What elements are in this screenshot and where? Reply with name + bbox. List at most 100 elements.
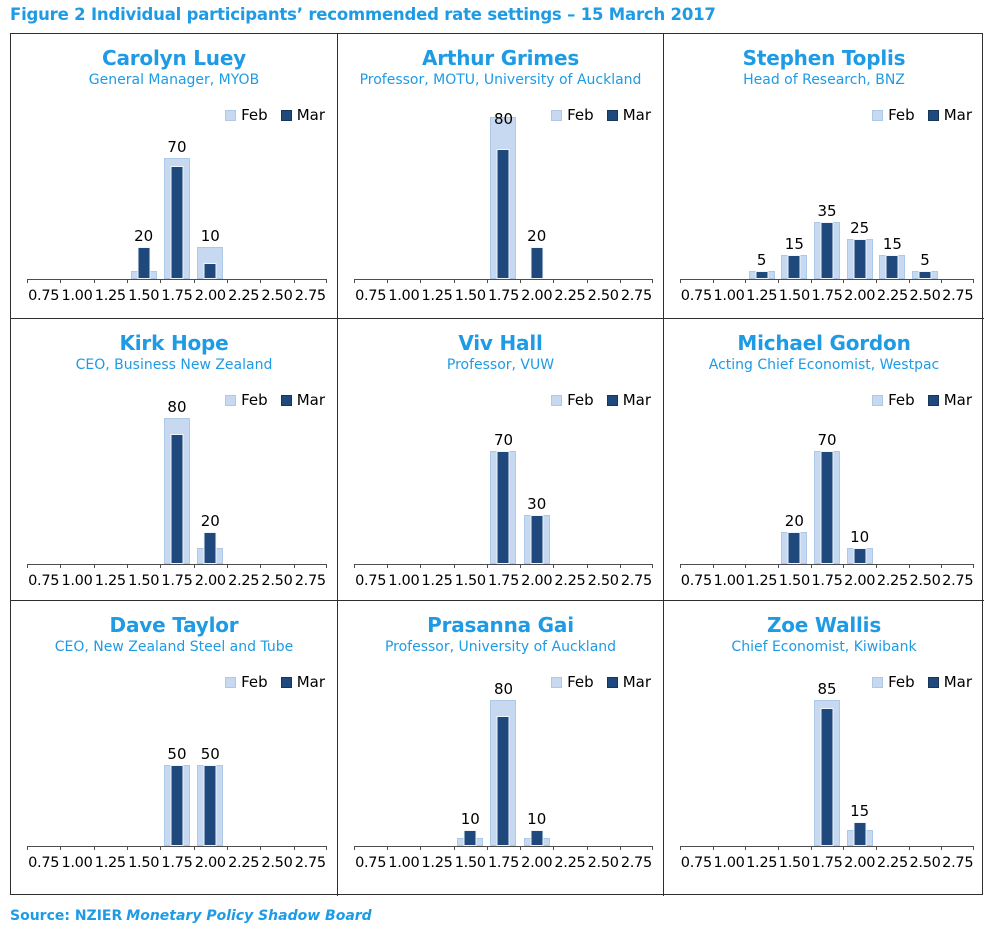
category-slot <box>587 678 620 846</box>
axis-tick <box>619 846 621 850</box>
x-axis-label: 1.75 <box>811 573 843 589</box>
x-axis-label: 2.75 <box>294 573 326 589</box>
bar-value-label: 70 <box>817 430 837 449</box>
category-slot <box>941 396 974 564</box>
x-axis-label: 0.75 <box>28 573 60 589</box>
category-slot <box>387 678 420 846</box>
axis-tick <box>60 564 62 568</box>
bar-value-label: 20 <box>527 226 547 245</box>
chart-legend: Feb Mar <box>872 106 972 124</box>
axis-tick <box>745 846 747 850</box>
bar-mar <box>820 708 834 846</box>
category-slot: 10 <box>843 396 876 564</box>
bar-mar <box>787 531 801 564</box>
chart-legend: Feb Mar <box>551 106 651 124</box>
axis-tick <box>810 564 812 568</box>
category-slot <box>745 396 778 564</box>
panel-name: Kirk Hope <box>119 331 229 355</box>
panel-name: Viv Hall <box>458 331 543 355</box>
category-slot: 80 <box>487 678 520 846</box>
x-axis-label: 2.75 <box>294 288 326 304</box>
bar-mar <box>496 450 510 564</box>
x-axis-label: 1.00 <box>713 288 745 304</box>
category-slot <box>778 678 811 846</box>
panel-chart: Feb Mar 50 50 0.75 1.00 1.25 1.50 1.75 2.00 2.25 2.… <box>27 659 327 873</box>
category-slot: 10 <box>520 678 553 846</box>
x-axis-label: 1.00 <box>61 288 93 304</box>
panel-name: Arthur Grimes <box>421 46 580 70</box>
category-slot <box>909 678 942 846</box>
category-slot <box>587 396 620 564</box>
x-axis-label: 2.75 <box>942 288 974 304</box>
category-slot <box>387 111 420 279</box>
x-axis-label: 1.00 <box>61 855 93 871</box>
category-slot: 35 <box>811 111 844 279</box>
bar-value-label: 50 <box>167 745 187 763</box>
bar-mar <box>885 254 899 279</box>
legend-label-feb: Feb <box>241 106 268 124</box>
figure-title: Figure 2 Individual participants’ recomm… <box>10 5 716 24</box>
x-axis-label: 1.00 <box>388 288 420 304</box>
x-axis-label: 1.75 <box>161 288 193 304</box>
bar-value-label: 10 <box>850 527 870 546</box>
bar-value-label: 10 <box>460 809 480 828</box>
axis-tick <box>60 846 62 850</box>
plot-area: 5 15 35 25 15 5 <box>680 111 974 283</box>
axis-tick <box>908 279 910 283</box>
x-axis-label: 2.00 <box>194 573 226 589</box>
mar-swatch-icon <box>280 394 292 406</box>
category-slot <box>387 396 420 564</box>
category-slot <box>294 678 327 846</box>
legend-label-mar: Mar <box>943 673 972 691</box>
axis-tick <box>486 564 488 568</box>
bar-mar <box>203 531 217 564</box>
axis-tick <box>908 564 910 568</box>
x-axis-label: 0.75 <box>680 288 712 304</box>
x-axis-label: 0.75 <box>680 573 712 589</box>
x-axis-label: 2.00 <box>844 573 876 589</box>
x-axis-label: 2.75 <box>942 573 974 589</box>
chart-legend: Feb Mar <box>551 673 651 691</box>
axis-tick <box>712 279 714 283</box>
panel-chart: Feb Mar 70 30 0.75 1.00 1.25 1.50 1.75 2.00 2.25 2.… <box>354 377 653 591</box>
category-slot <box>227 678 260 846</box>
x-axis-labels: 0.75 1.00 1.25 1.50 1.75 2.00 2.25 2.50 2.75 <box>27 853 327 873</box>
axis-tick <box>420 564 422 568</box>
legend-label-mar: Mar <box>622 106 651 124</box>
x-axis-label: 2.00 <box>844 855 876 871</box>
axis-tick <box>160 279 162 283</box>
legend-item-mar: Mar <box>280 106 325 124</box>
bar-mar <box>137 246 151 279</box>
bar-mar <box>170 765 184 846</box>
legend-label-mar: Mar <box>622 673 651 691</box>
legend-label-feb: Feb <box>888 106 915 124</box>
category-slot <box>354 678 387 846</box>
bar-value-label: 50 <box>200 745 220 763</box>
axis-tick <box>260 279 262 283</box>
category-slot <box>420 396 453 564</box>
x-axis-label: 0.75 <box>355 288 387 304</box>
x-axis-label: 1.25 <box>746 855 778 871</box>
axis-tick <box>127 564 128 568</box>
bar-value-label: 30 <box>527 495 547 514</box>
legend-label-mar: Mar <box>296 673 325 691</box>
bar-value-label: 15 <box>784 234 804 253</box>
category-slot <box>260 678 293 846</box>
mar-swatch-icon <box>606 394 618 406</box>
category-slot <box>680 396 713 564</box>
axis-tick <box>745 279 747 283</box>
legend-item-feb: Feb <box>872 673 915 691</box>
feb-swatch-icon <box>225 109 237 121</box>
category-slot <box>553 678 586 846</box>
legend-item-mar: Mar <box>927 106 972 124</box>
x-axis-label: 0.75 <box>28 855 60 871</box>
axis-tick <box>810 279 812 283</box>
x-axis-labels: 0.75 1.00 1.25 1.50 1.75 2.00 2.25 2.50 2.75 <box>354 286 653 306</box>
x-axis-label: 0.75 <box>355 573 387 589</box>
category-slot <box>260 396 293 564</box>
legend-item-mar: Mar <box>280 391 325 409</box>
category-slot <box>909 396 942 564</box>
axis-tick <box>60 279 62 283</box>
panel-prasanna-gai: Prasanna Gai Professor, University of Auc… <box>338 601 664 896</box>
x-axis-label: 1.25 <box>94 855 126 871</box>
